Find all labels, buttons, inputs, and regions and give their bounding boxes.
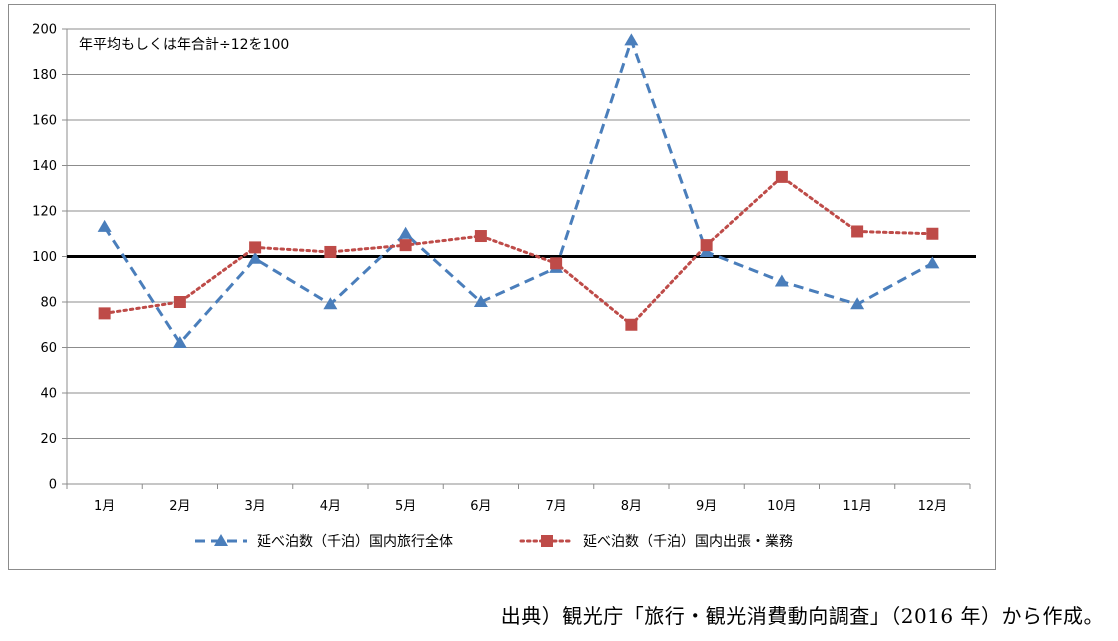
y-tick-label: 100 [32,250,57,265]
series-line [103,35,934,346]
data-point-marker [324,245,337,258]
data-point-marker [474,230,487,243]
series-2 [98,170,939,331]
tick-labels: 0 20 40 60 80 100 120 140 160 180 200 1月 2月 3月 4月 5月 6月 7… [32,23,947,515]
data-point-marker [172,335,187,348]
data-point-marker [700,239,713,252]
legend: 延べ泊数（千泊）国内旅行全体 延べ泊数（千泊）国内出張・業務 [195,533,793,550]
y-tick-label: 180 [32,68,57,83]
data-point-marker [550,257,563,270]
legend-label: 延べ泊数（千泊）国内出張・業務 [583,534,793,550]
data-point-marker [851,225,864,238]
x-category-label: 6月 [470,499,491,514]
y-tick-label: 200 [32,23,57,38]
y-tick-label: 40 [40,387,57,402]
data-point-marker [97,219,112,232]
data-point-marker [774,274,789,287]
y-tick-label: 20 [40,432,57,447]
data-point-marker [775,170,788,183]
x-category-label: 9月 [696,499,717,514]
data-point-marker [625,318,638,331]
chart-frame: 0 20 40 60 80 100 120 140 160 180 200 1月 2月 3月 4月 5月 6月 7… [8,4,996,570]
x-category-label: 12月 [918,499,948,514]
data-point-marker [398,226,413,239]
chart-svg: 0 20 40 60 80 100 120 140 160 180 200 1月 2月 3月 4月 5月 6月 7… [32,23,976,550]
y-tick-label: 60 [40,341,57,356]
data-point-marker [173,296,186,308]
series-layer [97,33,940,348]
y-tick-label: 80 [40,296,57,311]
data-point-marker [926,227,939,240]
y-tick-label: 160 [32,114,57,129]
data-point-marker [624,33,639,46]
grid-lines [67,28,970,439]
legend-label: 延べ泊数（千泊）国内旅行全体 [257,533,453,550]
y-tick-label: 0 [49,478,57,493]
x-category-label: 1月 [94,499,115,514]
source-caption: 出典）観光庁「旅行・観光消費動向調査」（2016 年）から作成。 [500,604,1104,628]
data-point-marker [249,241,262,254]
data-point-marker [98,307,111,320]
data-point-marker [473,295,488,307]
x-category-label: 3月 [244,499,265,514]
x-category-label: 4月 [320,499,341,514]
legend-item-2: 延べ泊数（千泊）国内出張・業務 [519,534,793,550]
data-point-marker [925,256,940,269]
legend-item-1: 延べ泊数（千泊）国内旅行全体 [195,533,453,550]
data-point-marker [248,251,263,264]
y-tick-label: 140 [32,159,57,174]
x-category-label: 5月 [395,499,416,514]
data-point-marker [323,297,338,310]
series-1 [97,33,940,348]
x-category-label: 11月 [842,499,872,514]
axes [62,28,971,489]
legend-marker-swatch [541,535,553,547]
x-category-label: 7月 [545,499,566,514]
x-category-label: 2月 [169,499,190,514]
y-tick-label: 120 [32,205,57,220]
data-point-marker [399,239,412,252]
series-line [103,174,934,327]
data-point-marker [850,297,865,310]
legend-marker-swatch [214,534,228,546]
x-category-label: 8月 [621,499,642,514]
chart-note: 年平均もしくは年合計÷12を100 [79,37,289,53]
x-category-label: 10月 [767,499,797,514]
